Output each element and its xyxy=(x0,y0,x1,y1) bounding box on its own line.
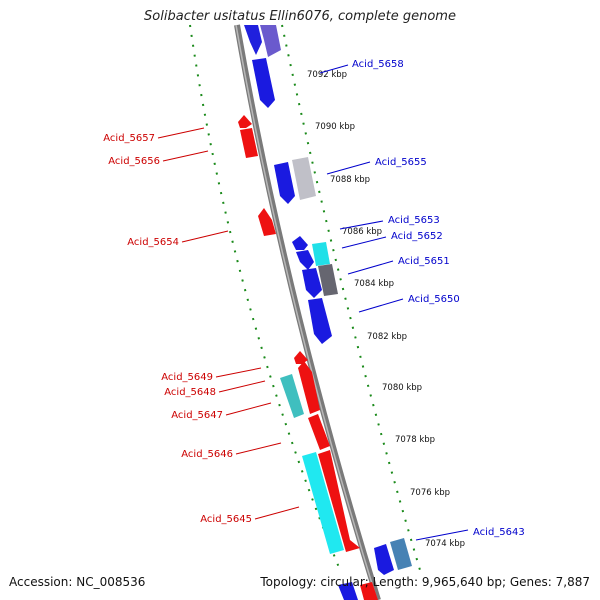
label-leader xyxy=(162,150,209,162)
label-leader xyxy=(254,506,300,520)
tick-label: 7086 kbp xyxy=(342,227,382,237)
label-leader xyxy=(341,236,387,249)
label-leader xyxy=(326,161,371,175)
genome-summary: Topology: circular; Length: 9,965,640 bp… xyxy=(260,575,590,589)
gene-label-reverse[interactable]: Acid_5654 xyxy=(127,237,179,248)
reverse-gene-labels: Acid_5657 Acid_5656 Acid_5654 Acid_5649 … xyxy=(103,127,300,525)
label-leader xyxy=(319,64,349,74)
gene-label-forward[interactable]: Acid_5643 xyxy=(473,527,525,538)
gene-arrow[interactable] xyxy=(296,250,314,270)
tick-label: 7090 kbp xyxy=(315,122,355,132)
gene-label-reverse[interactable]: Acid_5656 xyxy=(108,156,160,167)
gene-label-reverse[interactable]: Acid_5649 xyxy=(161,372,213,383)
gene-arrow[interactable] xyxy=(280,374,304,418)
gene-arrow[interactable] xyxy=(292,157,316,200)
gene-arrow[interactable] xyxy=(294,351,308,364)
gene-label-reverse[interactable]: Acid_5646 xyxy=(181,449,233,460)
tick-label: 7082 kbp xyxy=(367,332,407,342)
tick-label: 7074 kbp xyxy=(425,539,465,549)
gene-arrow[interactable] xyxy=(308,298,332,344)
gene-label-reverse[interactable]: Acid_5647 xyxy=(171,410,223,421)
label-leader xyxy=(415,529,469,541)
gene-label-forward[interactable]: Acid_5658 xyxy=(352,59,404,70)
tick-labels: 7092 kbp 7090 kbp 7088 kbp 7086 kbp 7084… xyxy=(307,70,465,549)
gene-arrow[interactable] xyxy=(240,128,258,158)
label-leader xyxy=(225,402,272,416)
gene-arrow[interactable] xyxy=(390,538,412,570)
tick-label: 7088 kbp xyxy=(330,175,370,185)
tick-label: 7084 kbp xyxy=(354,279,394,289)
gene-label-reverse[interactable]: Acid_5648 xyxy=(164,387,216,398)
tick-label: 7092 kbp xyxy=(307,70,347,80)
label-leader xyxy=(157,127,205,139)
gene-label-forward[interactable]: Acid_5653 xyxy=(388,215,440,226)
gene-arrow[interactable] xyxy=(274,162,295,204)
label-leader xyxy=(215,367,262,378)
gene-arrow[interactable] xyxy=(244,25,262,55)
gene-label-forward[interactable]: Acid_5651 xyxy=(398,256,450,267)
gene-arrow[interactable] xyxy=(374,544,394,575)
genome-backbone xyxy=(234,24,381,600)
accession-text: Accession: NC_008536 xyxy=(9,575,146,589)
genome-backbone-highlight xyxy=(235,24,378,600)
gene-arrow[interactable] xyxy=(318,450,360,552)
label-leader xyxy=(218,380,266,393)
tick-label: 7076 kbp xyxy=(410,488,450,498)
tick-label: 7080 kbp xyxy=(382,383,422,393)
gene-arrow[interactable] xyxy=(258,208,276,236)
label-leader xyxy=(347,260,394,275)
gene-arrow[interactable] xyxy=(252,58,275,108)
map-title: Solibacter usitatus Ellin6076, complete … xyxy=(144,9,456,24)
gene-arrow[interactable] xyxy=(338,582,358,600)
gene-arrow[interactable] xyxy=(318,264,338,296)
gene-label-reverse[interactable]: Acid_5645 xyxy=(200,514,252,525)
outer-tick-ring xyxy=(281,24,421,571)
forward-genes xyxy=(244,25,412,575)
tick-label: 7078 kbp xyxy=(395,435,435,445)
gene-label-forward[interactable]: Acid_5652 xyxy=(391,231,443,242)
gene-label-forward[interactable]: Acid_5655 xyxy=(375,157,427,168)
gene-label-reverse[interactable]: Acid_5657 xyxy=(103,133,155,144)
gene-arrow[interactable] xyxy=(312,242,330,266)
label-leader xyxy=(235,442,282,455)
label-leader xyxy=(181,230,229,243)
gene-arrow[interactable] xyxy=(238,115,252,128)
gene-arrow[interactable] xyxy=(308,414,330,450)
gene-arrow[interactable] xyxy=(302,452,344,554)
gene-arrow[interactable] xyxy=(360,582,378,600)
label-leader xyxy=(339,220,384,230)
gene-arrow[interactable] xyxy=(298,361,320,414)
gene-arrow[interactable] xyxy=(302,268,322,298)
forward-gene-labels: Acid_5658 Acid_5655 Acid_5653 Acid_5652 … xyxy=(319,59,525,541)
label-leader xyxy=(358,298,404,313)
gene-arrow[interactable] xyxy=(260,25,281,57)
gene-label-forward[interactable]: Acid_5650 xyxy=(408,294,460,305)
reverse-genes xyxy=(238,115,378,600)
gene-arrow[interactable] xyxy=(292,236,308,250)
